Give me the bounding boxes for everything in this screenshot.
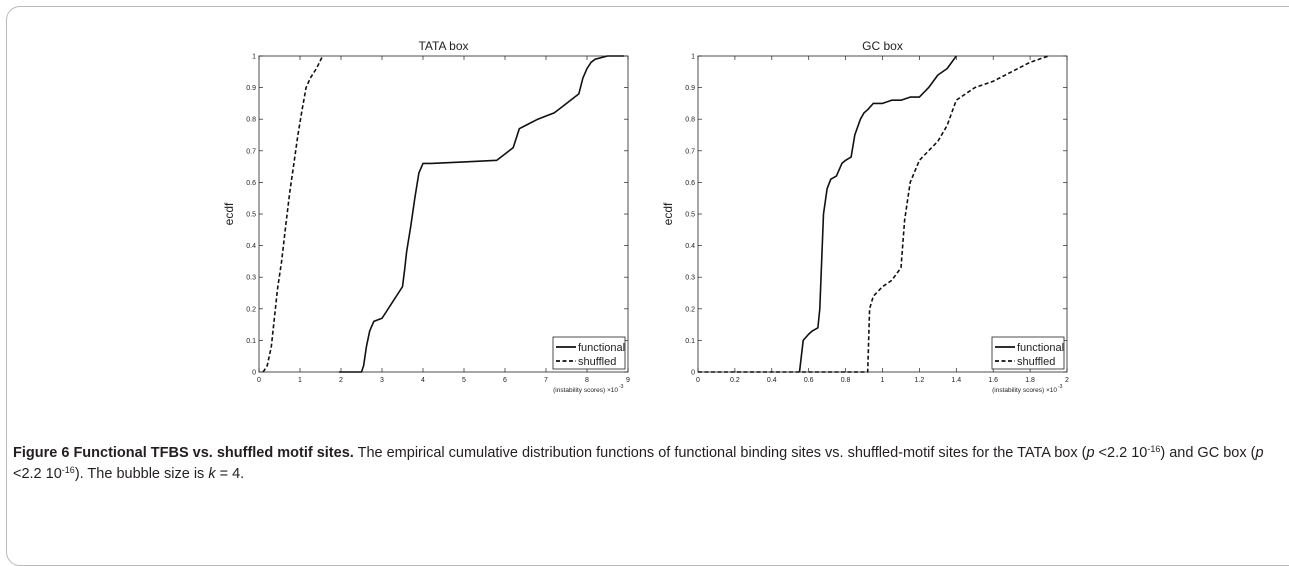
caption-exp-1: -16	[1147, 444, 1161, 454]
caption-p-1: p	[1086, 445, 1095, 461]
chart1-ytick-label: 0.7	[246, 148, 256, 155]
chart2-ytick-label: 0.3	[685, 275, 695, 282]
chart1-ytick-label: 0.2	[246, 306, 256, 313]
figure-caption: Figure 6 Functional TFBS vs. shuffled mo…	[13, 444, 1264, 483]
caption-text-2: ) and GC box (	[1160, 445, 1256, 461]
chart2-title: GC box	[862, 39, 903, 53]
chart1-ytick-label: 0.6	[246, 180, 256, 187]
caption-text-3: ). The bubble size is	[74, 466, 209, 482]
chart2-ytick-label: 0.1	[685, 338, 695, 345]
chart1-xtick-label: 1	[298, 377, 302, 384]
chart2-ytick-label: 0.6	[685, 180, 695, 187]
chart1-legend-label-functional: functional	[578, 342, 625, 354]
chart2-xtick-label: 0.2	[730, 377, 740, 384]
chart1-title: TATA box	[418, 39, 468, 53]
chart2-xtick-label: 1	[881, 377, 885, 384]
chart1-ytick-label: 0.5	[246, 212, 256, 219]
chart1-ytick-label: 0.1	[246, 338, 256, 345]
chart1-plot-area	[258, 55, 629, 373]
chart1-xtick-label: 6	[503, 377, 507, 384]
chart1-series-functional-line	[338, 55, 624, 373]
chart2-ylabel: ecdf	[661, 202, 675, 225]
caption-label: Figure 6	[13, 445, 70, 461]
chart2-ytick-label: 0.2	[685, 306, 695, 313]
caption-title: Functional TFBS vs. shuffled motif sites	[73, 445, 350, 461]
chart1-legend	[552, 336, 626, 370]
caption-p-2: p	[1255, 445, 1264, 461]
chart2-ytick-label: 0.5	[685, 212, 695, 219]
chart1-xtick-label: 4	[421, 377, 425, 384]
chart1-xtick-label: 5	[462, 377, 466, 384]
chart1-xtick-label: 8	[585, 377, 589, 384]
chart2-xtick-label: 0.8	[841, 377, 851, 384]
chart1-ytick-label: 1	[252, 54, 256, 61]
caption-text-1: The empirical cumulative distribution fu…	[357, 445, 1087, 461]
chart1-xtick-label: 2	[339, 377, 343, 384]
chart1-xtick-label: 7	[544, 377, 548, 384]
chart1-xtick-label: 9	[626, 377, 630, 384]
chart2-ytick-label: 1	[691, 54, 695, 61]
chart1-ytick-label: 0.4	[246, 243, 256, 250]
chart1-ytick-label: 0	[252, 370, 256, 377]
chart1-xtick-label: 0	[257, 377, 261, 384]
caption-exp-2: -16	[61, 465, 75, 475]
caption-pval-2: <2.2 10	[13, 466, 62, 482]
chart2-xtick-label: 1.6	[988, 377, 998, 384]
chart2-ytick-label: 0.8	[685, 117, 695, 124]
chart1-ytick-label: 0.8	[246, 117, 256, 124]
chart2-series-functional-line	[798, 55, 957, 373]
chart1-ytick-label: 0.9	[246, 85, 256, 92]
caption-k-value: = 4.	[215, 466, 245, 482]
chart2-xtick-label: 0	[696, 377, 700, 384]
caption-pval-1: <2.2 10	[1094, 445, 1148, 461]
caption-k: k	[208, 466, 216, 482]
chart2-xtick-label: 0.4	[767, 377, 777, 384]
chart1-xtick-label: 3	[380, 377, 384, 384]
chart2-xlabel: (instability scores) ×10	[992, 387, 1057, 394]
chart2-ytick-label: 0.9	[685, 85, 695, 92]
chart2-legend-label-shuffled: shuffled	[1017, 356, 1055, 368]
chart1-xlabel: (instability scores) ×10	[553, 387, 618, 394]
chart2-xtick-label: 1.8	[1025, 377, 1035, 384]
chart1-legend-label-shuffled: shuffled	[578, 356, 616, 368]
chart1-ytick-label: 0.3	[246, 275, 256, 282]
figure-charts: TATA box 0 0.1 0.2 0.3 0.4 0.5 0.6 0.7 0.8 0.9 1 0 1 2…	[222, 39, 1069, 394]
chart2-xtick-label: 2	[1065, 377, 1069, 384]
chart2-ytick-label: 0.7	[685, 148, 695, 155]
chart1-ylabel: ecdf	[222, 202, 236, 225]
chart2-xtick-label: 1.2	[915, 377, 925, 384]
chart2-legend	[991, 336, 1065, 370]
chart2-ytick-label: 0	[691, 370, 695, 377]
chart2-legend-label-functional: functional	[1017, 342, 1064, 354]
chart2-xtick-label: 1.4	[951, 377, 961, 384]
chart1-series-shuffled-line	[262, 55, 324, 373]
chart1-xlabel-exponent: -3	[619, 384, 624, 390]
chart2-xlabel-exponent: -3	[1058, 384, 1063, 390]
chart2-series-shuffled-line	[698, 55, 1049, 373]
chart2-ytick-label: 0.4	[685, 243, 695, 250]
chart2-xtick-label: 0.6	[804, 377, 814, 384]
